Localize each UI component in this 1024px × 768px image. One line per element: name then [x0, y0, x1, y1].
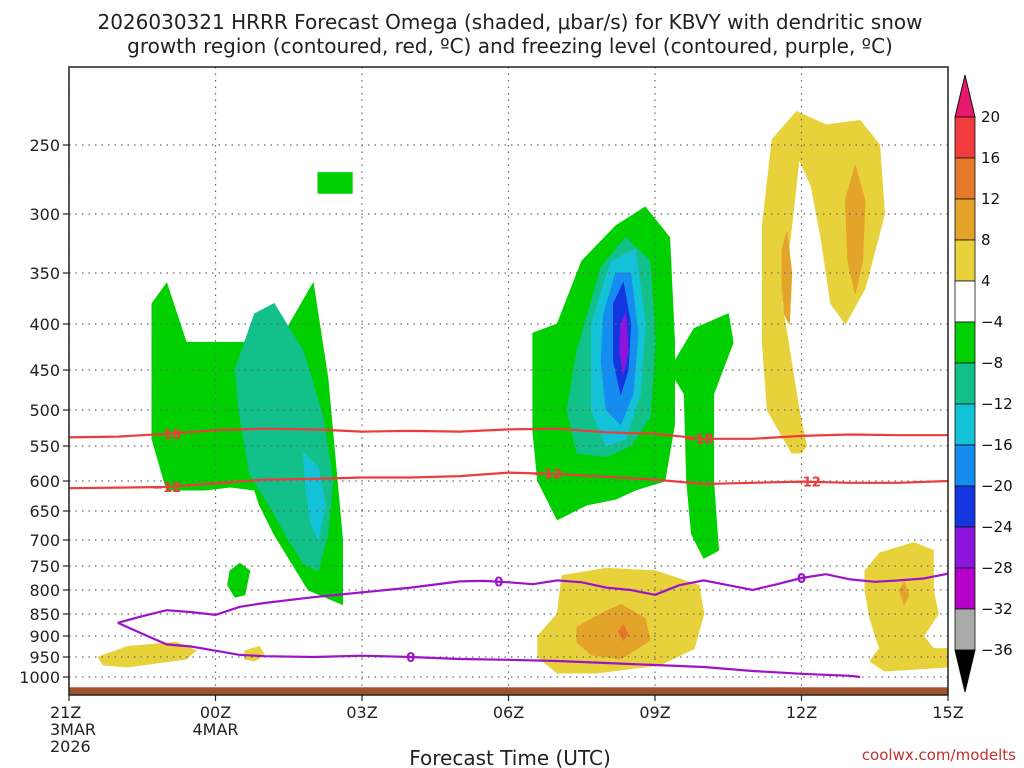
- dgz-minus-12-line-label-2: −12: [792, 476, 821, 491]
- credit-text: coolwx.com/modelts: [862, 746, 1016, 764]
- dgz-minus-12-line-label-0: −12: [152, 481, 181, 496]
- freezing-level-lower-label-0: 0: [406, 651, 415, 666]
- dgz-minus-12-line: [68, 471, 949, 490]
- colorbar-segment-8: [954, 444, 976, 487]
- colorbar-segment-7: [954, 403, 976, 446]
- freezing-level-lower: [117, 621, 861, 679]
- descent-region-3-peak: [617, 624, 629, 642]
- descent-region-4-core-a: [781, 231, 793, 325]
- colorbar-label-1: 16: [981, 149, 1000, 167]
- y-tick-label-250: 250: [29, 136, 60, 155]
- colorbar-label-13: −36: [981, 641, 1013, 659]
- x-tick-label-0-2: 2026: [50, 737, 91, 756]
- x-tick-label-1-0: 00Z: [200, 703, 231, 722]
- colorbar-label-9: −20: [981, 477, 1013, 495]
- y-tick-label-800: 800: [29, 581, 60, 600]
- colorbar-segment-5: [954, 321, 976, 364]
- colorbar-segment-11: [954, 567, 976, 610]
- colorbar-label-12: −32: [981, 600, 1013, 618]
- ascent-region-2: [317, 172, 353, 194]
- y-tick-label-750: 750: [29, 557, 60, 576]
- freezing-level-upper-label-0: 0: [494, 576, 503, 591]
- colorbar-label-5: −4: [981, 313, 1003, 331]
- dgz-minus-18-line-label-1: −18: [684, 432, 713, 447]
- omega-shading-layer: [69, 110, 949, 695]
- dgz-minus-18-line: [68, 427, 948, 440]
- y-tick-label-550: 550: [29, 437, 60, 456]
- colorbar-label-10: −24: [981, 518, 1013, 536]
- colorbar-segment-12: [954, 608, 976, 651]
- x-tick-label-2-0: 03Z: [346, 703, 377, 722]
- colorbar-segment-1: [954, 157, 976, 200]
- colorbar-segment-0: [954, 116, 976, 159]
- x-tick-label-4-0: 09Z: [639, 703, 670, 722]
- x-tick-label-6-0: 15Z: [932, 703, 963, 722]
- descent-region-5: [864, 542, 949, 672]
- colorbar-label-6: −8: [981, 354, 1003, 372]
- x-tick-label-0-1: 3MAR: [50, 720, 96, 739]
- y-tick-label-650: 650: [29, 502, 60, 521]
- y-tick-label-450: 450: [29, 361, 60, 380]
- descent-region-4-core-b: [844, 163, 866, 294]
- y-tick-label-900: 900: [29, 627, 60, 646]
- y-tick-label-400: 400: [29, 315, 60, 334]
- y-tick-label-700: 700: [29, 531, 60, 550]
- descent-region-3-core: [576, 603, 651, 660]
- axes: 250 300 350 400 450 500 550 600 650 700 750 800 850 9…: [19, 136, 963, 756]
- descent-region-5-core: [898, 581, 910, 606]
- x-tick-label-5-0: 12Z: [786, 703, 817, 722]
- x-tick-label-0-0: 21Z: [50, 703, 81, 722]
- colorbar-legend: 20 16 12 8 4 −4 −8 −12 −16 −20 −24 −28 −32 −36: [954, 74, 1013, 693]
- x-tick-label-3-0: 06Z: [493, 703, 524, 722]
- freezing-level-upper-label-1: 0: [797, 572, 806, 587]
- colorbar-segment-3: [954, 239, 976, 282]
- y-tick-label-850: 850: [29, 605, 60, 624]
- colorbar-segment-10: [954, 526, 976, 569]
- colorbar-segment-6: [954, 362, 976, 405]
- descent-region-1: [97, 641, 197, 668]
- chart-title-line-1: 2026030321 HRRR Forecast Omega (shaded, …: [97, 10, 922, 34]
- isotherm-contours: −18 −18 −12 −12 −12 0 0 0: [68, 427, 949, 679]
- x-tick-label-1-1: 4MAR: [192, 720, 238, 739]
- y-tick-label-600: 600: [29, 472, 60, 491]
- colorbar-bottom-arrow: [954, 649, 976, 693]
- dgz-minus-18-line-label-0: −18: [152, 428, 181, 443]
- y-tick-label-1000: 1000: [19, 668, 60, 687]
- y-tick-label-950: 950: [29, 648, 60, 667]
- y-tick-label-350: 350: [29, 264, 60, 283]
- y-tick-label-500: 500: [29, 401, 60, 420]
- colorbar-label-8: −16: [981, 436, 1013, 454]
- colorbar-segment-9: [954, 485, 976, 528]
- y-tick-label-300: 300: [29, 205, 60, 224]
- colorbar-label-3: 8: [981, 231, 991, 249]
- ascent-region-1-peak: [302, 451, 326, 542]
- chart-title: 2026030321 HRRR Forecast Omega (shaded, …: [97, 10, 922, 58]
- dgz-minus-12-line-label-1: −12: [533, 468, 562, 483]
- descent-region-4: [761, 110, 886, 454]
- colorbar-segment-2: [954, 198, 976, 241]
- ascent-region-5: [669, 313, 734, 559]
- colorbar-segment-4: [954, 280, 976, 323]
- ascent-region-3: [227, 562, 251, 598]
- ascent-region-4-max: [619, 311, 629, 375]
- chart-title-line-2: growth region (contoured, red, ºC) and f…: [127, 34, 893, 58]
- colorbar-label-11: −28: [981, 559, 1013, 577]
- colorbar-label-2: 12: [981, 190, 1000, 208]
- colorbar-label-0: 20: [981, 108, 1000, 126]
- colorbar-label-4: 4: [981, 272, 991, 290]
- colorbar-top-arrow: [954, 74, 976, 118]
- descent-region-2: [244, 645, 265, 662]
- colorbar-label-7: −12: [981, 395, 1013, 413]
- freezing-level-upper: [117, 572, 949, 624]
- x-axis-label: Forecast Time (UTC): [409, 746, 611, 768]
